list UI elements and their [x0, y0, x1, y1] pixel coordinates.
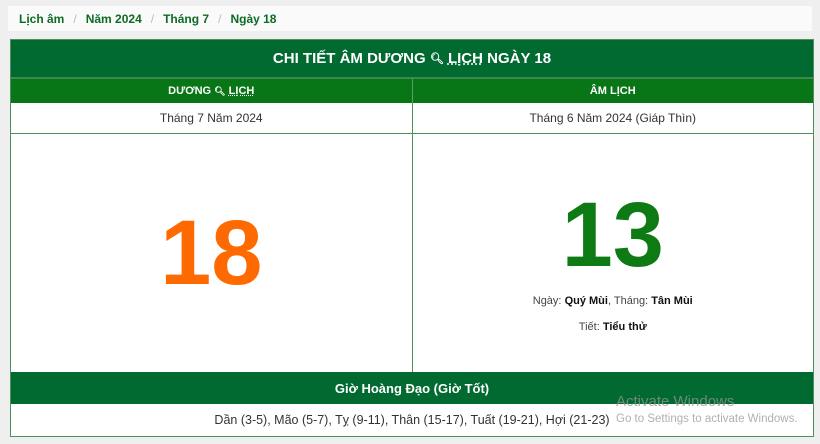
search-icon[interactable]: 🔍︎	[214, 85, 226, 96]
breadcrumb-ngay[interactable]: Ngày 18	[230, 11, 277, 26]
ngay-label: Ngày:	[532, 295, 562, 307]
title-text: CHI TIẾT ÂM DƯƠNG	[272, 50, 426, 67]
gio-hoang-dao-header: Giờ Hoàng Đạo (Giờ Tốt)	[11, 372, 813, 404]
lunar-day-cell: 13 Ngày: Quý Mùi, Tháng: Tân Mùi Tiết: T…	[413, 134, 814, 372]
tiet-value: Tiểu thử	[602, 321, 647, 333]
solar-month: Tháng 7 Năm 2024	[11, 103, 413, 133]
month-row: Tháng 7 Năm 2024 Tháng 6 Năm 2024 (Giáp …	[11, 103, 813, 134]
can-chi-info: Ngày: Quý Mùi, Tháng: Tân Mùi	[533, 295, 693, 307]
breadcrumb: Lịch âm / Năm 2024 / Tháng 7 / Ngày 18	[8, 6, 812, 31]
watermark-line1: Activate Windows	[616, 393, 735, 410]
lunar-day: 13	[561, 184, 664, 286]
watermark-line2: Go to Settings to activate Windows.	[616, 413, 798, 425]
tiet-label: Tiết:	[578, 321, 600, 333]
breadcrumb-nam[interactable]: Năm 2024	[85, 11, 142, 26]
search-icon[interactable]: 🔍︎	[429, 53, 444, 65]
breadcrumb-separator: /	[218, 11, 222, 26]
breadcrumb-thang[interactable]: Tháng 7	[163, 11, 210, 26]
table-title: CHI TIẾT ÂM DƯƠNG 🔍︎ LỊCH NGÀY 18	[11, 40, 813, 79]
column-headers: DƯƠNG 🔍︎ LỊCH ÂM LỊCH	[11, 79, 813, 103]
solar-day-cell: 18	[11, 134, 413, 372]
breadcrumb-lich-am[interactable]: Lịch âm	[19, 11, 65, 26]
solar-day: 18	[160, 202, 263, 304]
activate-windows-watermark: Activate Windows Go to Settings to activa…	[616, 392, 816, 427]
lunar-month: Tháng 6 Năm 2024 (Giáp Thìn)	[529, 111, 697, 125]
breadcrumb-separator: /	[73, 11, 77, 26]
lunar-header: ÂM LỊCH	[589, 85, 636, 97]
thang-value: Tân Mùi	[651, 295, 693, 307]
calendar-detail-table: CHI TIẾT ÂM DƯƠNG 🔍︎ LỊCH NGÀY 18 DƯƠNG …	[10, 39, 814, 437]
day-row: 18 13 Ngày: Quý Mùi, Tháng: Tân Mùi Tiết…	[11, 134, 813, 372]
title-text: NGÀY 18	[487, 50, 552, 67]
ngay-value: Quý Mùi	[564, 295, 608, 307]
thang-label: , Tháng:	[607, 295, 649, 307]
breadcrumb-separator: /	[150, 11, 155, 26]
lich-link[interactable]: LỊCH	[447, 50, 483, 67]
gio-hoang-dao-list: Dần (3-5), Mão (5-7), Tỵ (9-11), Thân (1…	[214, 413, 610, 427]
solar-header: DƯƠNG 🔍︎ LỊCH	[11, 79, 413, 103]
tiet-info: Tiết: Tiểu thử	[579, 321, 647, 333]
lich-link[interactable]: LỊCH	[228, 85, 255, 97]
solar-header-text: DƯƠNG	[168, 85, 212, 97]
